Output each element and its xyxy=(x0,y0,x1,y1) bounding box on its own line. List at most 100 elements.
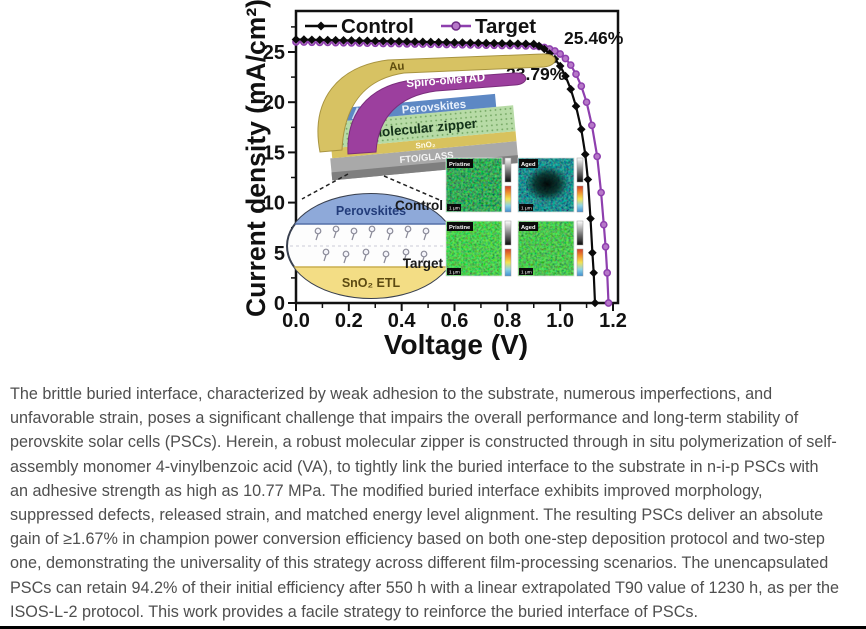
gray-colorbar xyxy=(576,157,584,183)
control-marker xyxy=(434,37,443,47)
target-marker xyxy=(572,70,580,78)
au-sheet-label: Au xyxy=(389,60,405,73)
control-marker xyxy=(590,298,600,308)
sno2-layer-label: SnO₂ xyxy=(415,140,436,151)
control-marker xyxy=(588,248,597,258)
control-marker xyxy=(540,44,549,54)
control-marker xyxy=(561,71,570,81)
y-axis-title: Current density (mA/cm²) xyxy=(241,0,271,317)
x-axis-title: Voltage (V) xyxy=(384,329,528,360)
target-marker xyxy=(566,61,575,69)
x-tick-label: 0.6 xyxy=(441,310,469,332)
control-marker xyxy=(442,37,451,47)
oval-perovskite-label: Perovskites xyxy=(336,204,406,218)
control-marker xyxy=(394,37,404,46)
control-marker xyxy=(529,39,539,49)
abstract-line: an adhesive strength as high as 10.77 MP… xyxy=(10,481,763,500)
microscopy-panel: Control Target Pristine 1 μm Aged 1 μm xyxy=(395,157,584,277)
perovskite-layer-label: Perovskites xyxy=(401,99,466,117)
x-tick-label: 0.8 xyxy=(493,310,521,332)
control-marker xyxy=(458,38,467,47)
control-marker xyxy=(450,38,459,47)
pristine-chip-label: Pristine xyxy=(449,162,471,168)
target-marker xyxy=(599,220,608,229)
target-marker xyxy=(597,188,605,197)
control-marker xyxy=(571,101,581,111)
au-sheet xyxy=(317,53,556,153)
abstract-line: unfavorable strain, poses a significant … xyxy=(10,409,799,428)
rainbow-colorbar xyxy=(504,248,512,277)
control-marker xyxy=(521,39,531,49)
rainbow-colorbar xyxy=(504,185,512,213)
control-marker xyxy=(299,35,309,44)
perovskite-hatch xyxy=(351,107,359,120)
control-marker xyxy=(580,150,590,159)
legend-target-label: Target xyxy=(475,15,536,38)
control-marker xyxy=(534,41,544,51)
microscopy-image-control-aged: Aged 1 μm xyxy=(517,157,584,213)
x-tick-label: 0.0 xyxy=(282,310,310,332)
abstract-line: perovskite solar cells (PSCs). Herein, a… xyxy=(10,433,837,452)
control-marker xyxy=(323,35,332,45)
y-tick-label: 5 xyxy=(274,243,285,265)
fto-glass-layer-label: FTO/GLASS xyxy=(399,150,454,166)
abstract-line: The brittle buried interface, characteri… xyxy=(10,385,773,403)
control-marker xyxy=(577,125,586,134)
target-marker xyxy=(582,98,591,107)
control-marker xyxy=(589,268,599,278)
y-tick-label: 20 xyxy=(263,92,285,114)
control-marker xyxy=(386,36,396,46)
legend-control-label: Control xyxy=(341,15,414,38)
spiro-sheet xyxy=(347,72,527,155)
target-marker xyxy=(601,242,610,251)
control-marker xyxy=(355,36,364,45)
degradation-spot xyxy=(525,166,569,202)
rainbow-colorbar xyxy=(576,248,584,277)
control-marker xyxy=(489,38,499,48)
abstract-line: suppressed defects, released strain, and… xyxy=(10,506,824,525)
control-marker xyxy=(473,38,483,48)
gray-colorbar xyxy=(576,220,584,246)
jv-curve-figure: 0.0 0.2 0.4 0.6 0.8 1.0 1.2 0 5 10 15 20 25 Voltage … xyxy=(241,0,627,360)
microscopy-row-target-label: Target xyxy=(403,256,444,271)
target-pce-annotation: 25.46% xyxy=(564,28,624,48)
rainbow-colorbar xyxy=(576,185,584,213)
scale-bar-label: 1 μm xyxy=(449,270,460,276)
control-marker xyxy=(363,36,372,46)
y-tick-label: 25 xyxy=(263,42,285,64)
control-marker xyxy=(497,39,507,48)
target-marker xyxy=(603,269,612,277)
scale-bar-label: 1 μm xyxy=(521,206,532,212)
pristine-chip-label: Pristine xyxy=(449,225,471,231)
x-tick-label: 1.0 xyxy=(546,310,574,332)
legend-target-circle-icon xyxy=(451,21,461,31)
microscopy-image-target-pristine: Pristine 1 μm xyxy=(445,220,512,277)
target-marker xyxy=(588,121,596,130)
microscopy-row-control-label: Control xyxy=(395,198,443,213)
control-marker xyxy=(339,36,348,45)
y-tick-label: 0 xyxy=(274,293,285,315)
abstract-line: ISOS-L-2 protocol. This work provides a … xyxy=(10,602,698,621)
control-marker xyxy=(370,36,380,46)
y-tick-label: 15 xyxy=(263,142,285,164)
control-marker xyxy=(586,214,595,223)
control-marker xyxy=(513,39,523,48)
gray-colorbar xyxy=(504,220,512,246)
x-tick-label: 0.4 xyxy=(388,310,417,332)
control-marker xyxy=(583,175,593,184)
x-tick-label: 1.2 xyxy=(599,310,627,332)
target-marker xyxy=(556,50,565,58)
target-marker xyxy=(593,152,602,161)
plot-dynamic-layer: 0.0 0.2 0.4 0.6 0.8 1.0 1.2 0 5 10 15 20 25 xyxy=(263,26,627,332)
abstract-line: gain of ≥1.67% in champion power convers… xyxy=(10,530,825,549)
callout-line-right xyxy=(383,175,443,202)
legend: Control Target xyxy=(305,15,536,38)
gray-colorbar xyxy=(504,157,512,183)
abstract-line: one, demonstrating the universality of t… xyxy=(10,554,829,573)
sno2-layer xyxy=(331,131,517,159)
abstract-paragraph: The brittle buried interface, characteri… xyxy=(10,382,862,624)
control-marker xyxy=(418,37,428,47)
control-marker xyxy=(378,36,388,46)
control-marker xyxy=(410,37,420,46)
